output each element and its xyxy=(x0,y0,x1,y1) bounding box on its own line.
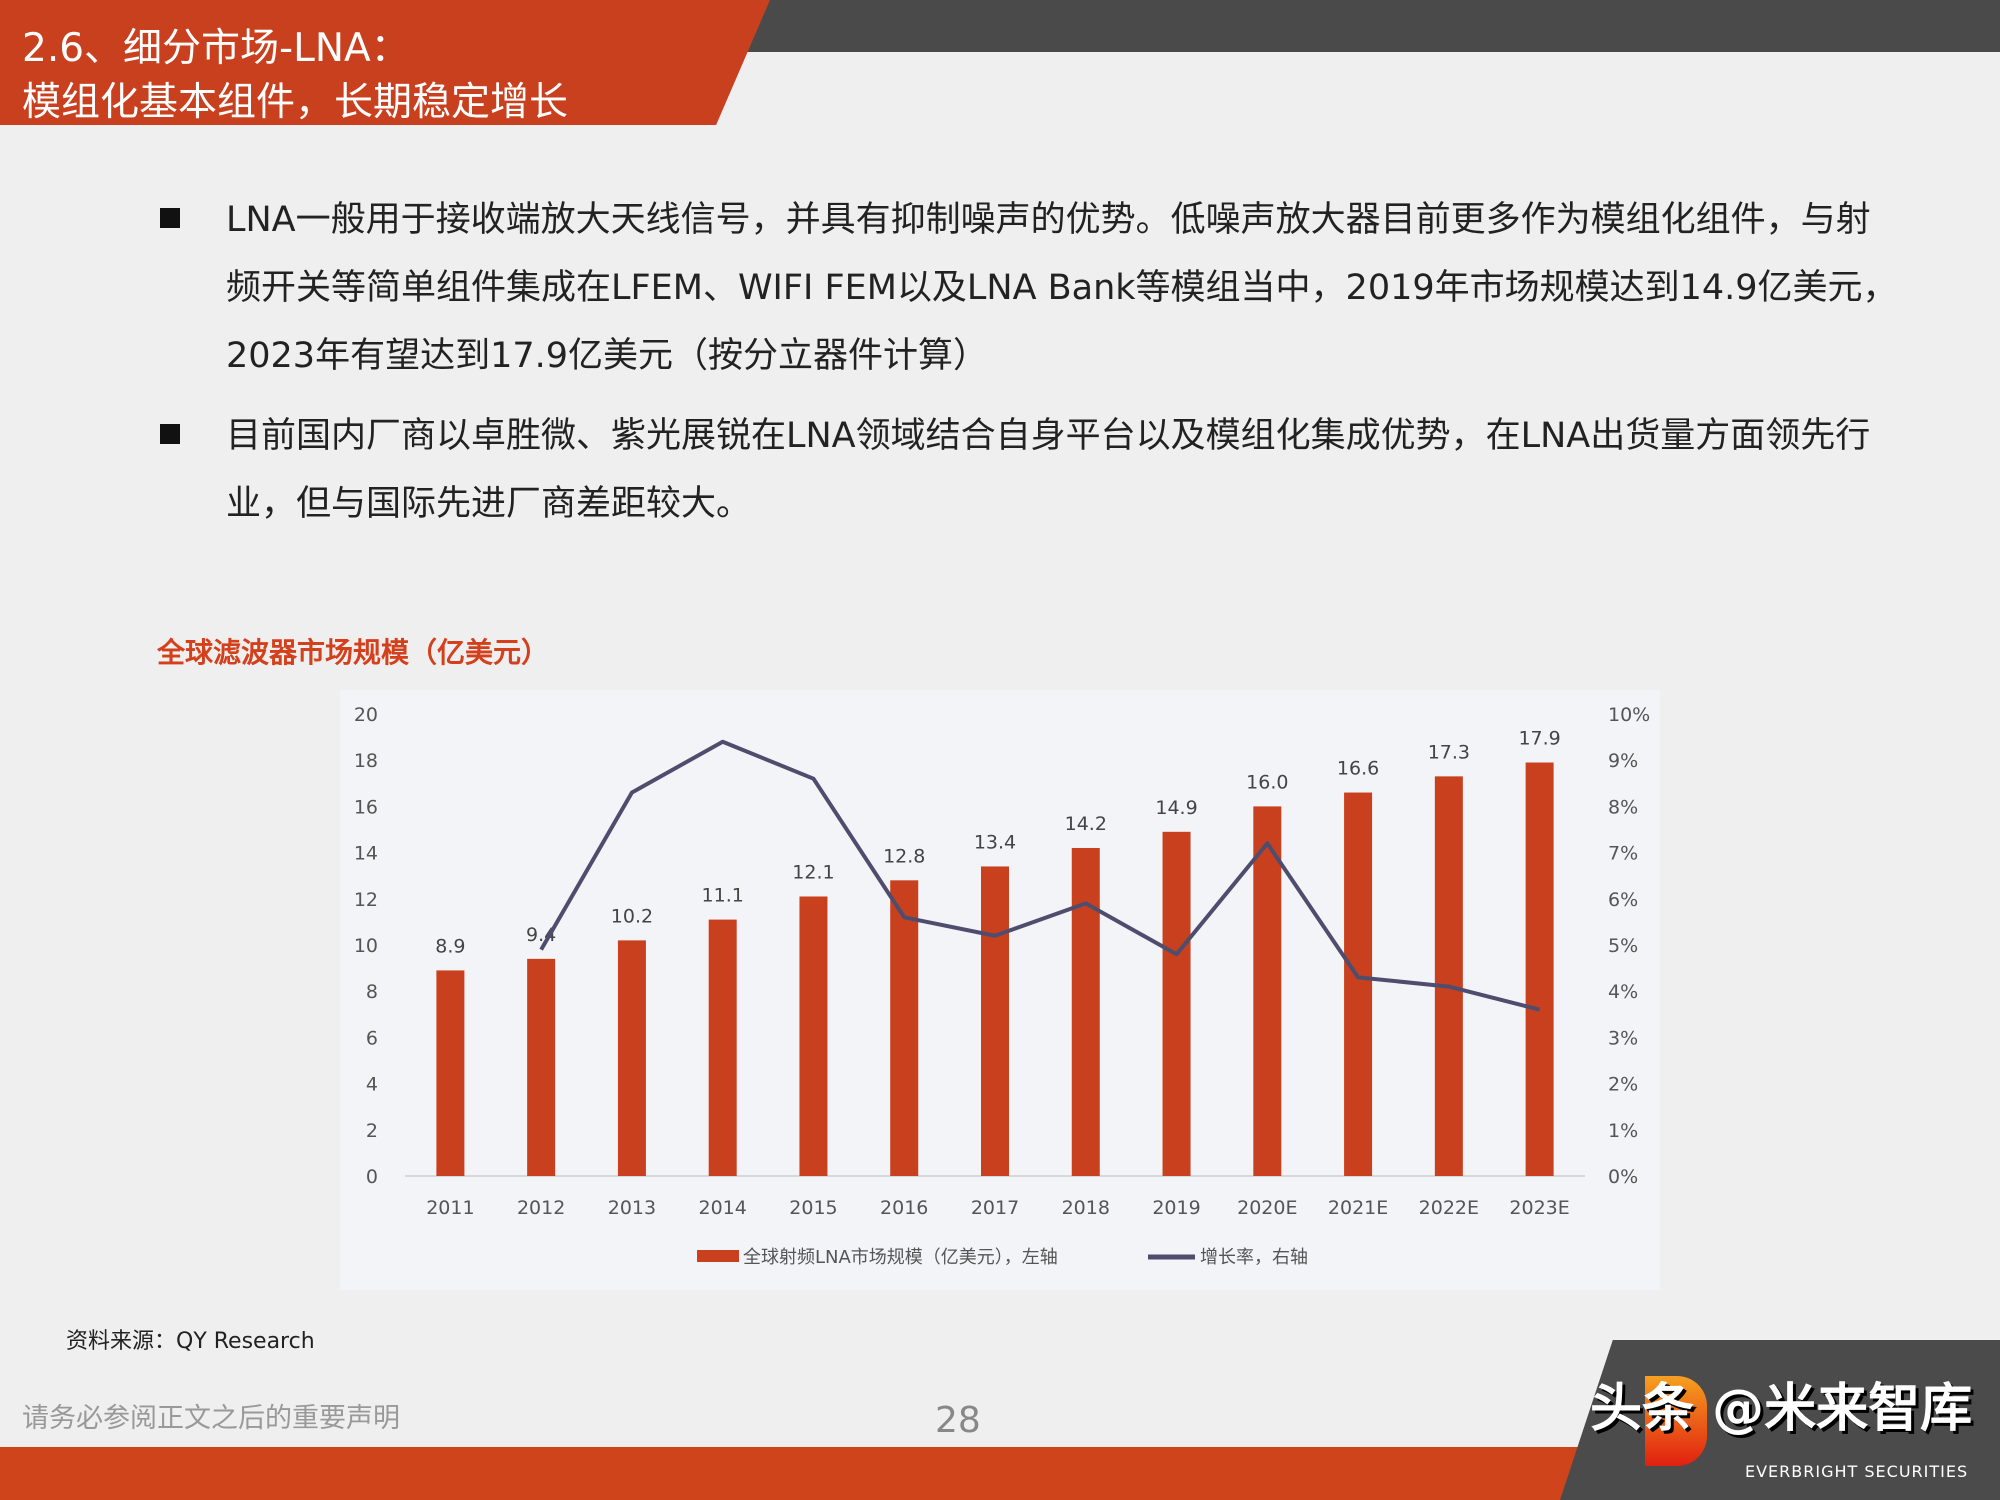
watermark: 头条 @米来智库 xyxy=(1590,1379,1973,1439)
bar xyxy=(527,958,556,1176)
x-axis-tick: 2017 xyxy=(971,1197,1019,1219)
bullet-text: 目前国内厂商以卓胜微、紫光展锐在LNA领域结合自身平台以及模组化集成优势，在LN… xyxy=(226,416,1871,524)
disclaimer: 请务必参阅正文之后的重要声明 xyxy=(22,1403,400,1434)
bar-data-label: 17.3 xyxy=(1428,741,1470,763)
title-line-1: 2.6、细分市场-LNA： xyxy=(22,26,410,71)
bar xyxy=(1434,776,1463,1176)
source-note: 资料来源：QY Research xyxy=(66,1329,315,1354)
bullet-list: LNA一般用于接收端放大天线信号，并具有抑制噪声的优势。低噪声放大器目前更多作为… xyxy=(160,186,1900,550)
square-bullet-icon xyxy=(160,424,180,444)
left-axis-tick: 12 xyxy=(354,889,378,911)
right-axis-tick: 0% xyxy=(1608,1166,1638,1188)
bar-data-label: 11.1 xyxy=(702,885,744,907)
bar xyxy=(1525,762,1554,1176)
page-number: 28 xyxy=(935,1400,981,1441)
x-axis-tick: 2014 xyxy=(699,1197,747,1219)
bar-data-label: 8.9 xyxy=(435,935,465,957)
left-axis-tick: 0 xyxy=(366,1166,378,1188)
bar-data-label: 12.8 xyxy=(883,845,925,867)
bar xyxy=(436,970,465,1176)
bar-data-label: 14.9 xyxy=(1155,797,1197,819)
bar xyxy=(981,866,1009,1176)
left-axis-tick: 20 xyxy=(354,704,378,726)
title-line-2: 模组化基本组件，长期稳定增长 xyxy=(22,80,569,125)
bullet-item: LNA一般用于接收端放大天线信号，并具有抑制噪声的优势。低噪声放大器目前更多作为… xyxy=(160,186,1900,390)
footer-logo-panel xyxy=(1560,1340,2000,1500)
everbright-logo-icon xyxy=(1645,1376,1707,1466)
bar-data-label: 17.9 xyxy=(1518,728,1560,750)
page-title: 2.6、细分市场-LNA： 模组化基本组件，长期稳定增长 xyxy=(22,22,568,130)
x-axis-tick: 2019 xyxy=(1152,1197,1200,1219)
bar-data-label: 13.4 xyxy=(974,831,1016,853)
bar xyxy=(617,940,646,1176)
left-axis-tick: 18 xyxy=(354,750,378,772)
left-axis-tick: 8 xyxy=(366,981,378,1003)
bullet-item: 目前国内厂商以卓胜微、紫光展锐在LNA领域结合自身平台以及模组化集成优势，在LN… xyxy=(160,402,1900,538)
bar-data-label: 16.6 xyxy=(1337,758,1379,780)
x-axis-tick: 2013 xyxy=(608,1197,656,1219)
x-axis-tick: 2018 xyxy=(1062,1197,1110,1219)
right-axis-tick: 2% xyxy=(1608,1074,1638,1096)
legend-bar-label: 全球射频LNA市场规模（亿美元），左轴 xyxy=(743,1247,1058,1268)
bar xyxy=(708,919,737,1176)
x-axis-tick: 2023E xyxy=(1509,1197,1569,1219)
bar xyxy=(890,880,919,1176)
x-axis-tick: 2021E xyxy=(1328,1197,1388,1219)
x-axis-tick: 2016 xyxy=(880,1197,928,1219)
x-axis-tick: 2015 xyxy=(789,1197,837,1219)
bar-data-label: 12.1 xyxy=(792,861,834,883)
right-axis-tick: 3% xyxy=(1608,1027,1638,1049)
left-axis-tick: 14 xyxy=(354,843,378,865)
left-axis-tick: 10 xyxy=(354,935,378,957)
bar xyxy=(1071,847,1100,1176)
left-axis-tick: 2 xyxy=(366,1120,378,1142)
right-axis-tick: 6% xyxy=(1608,889,1638,911)
right-axis-tick: 1% xyxy=(1608,1120,1638,1142)
left-axis-tick: 6 xyxy=(366,1027,378,1049)
bar xyxy=(799,896,828,1176)
chart-title: 全球滤波器市场规模（亿美元） xyxy=(157,636,550,669)
bar xyxy=(1344,792,1373,1176)
title-banner xyxy=(0,0,770,125)
x-axis-tick: 2020E xyxy=(1237,1197,1297,1219)
bar-data-label: 14.2 xyxy=(1065,813,1107,835)
right-axis-tick: 10% xyxy=(1608,704,1650,726)
logo-text: EVERBRIGHT SECURITIES xyxy=(1745,1462,1969,1481)
growth-rate-line xyxy=(539,739,1541,1012)
legend-line-label: 增长率，右轴 xyxy=(1200,1247,1308,1268)
bullet-text: LNA一般用于接收端放大天线信号，并具有抑制噪声的优势。低噪声放大器目前更多作为… xyxy=(226,200,1898,376)
legend-bar-swatch xyxy=(697,1250,739,1262)
x-axis-tick: 2011 xyxy=(426,1197,474,1219)
right-axis-tick: 7% xyxy=(1608,843,1638,865)
right-axis-tick: 8% xyxy=(1608,796,1638,818)
left-axis-tick: 16 xyxy=(354,796,378,818)
square-bullet-icon xyxy=(160,208,180,228)
bar xyxy=(1253,806,1282,1176)
x-axis-tick: 2022E xyxy=(1419,1197,1479,1219)
right-axis-tick: 4% xyxy=(1608,981,1638,1003)
bar xyxy=(1162,831,1191,1176)
x-axis-tick: 2012 xyxy=(517,1197,565,1219)
bar-data-label: 10.2 xyxy=(611,905,653,927)
right-axis-tick: 9% xyxy=(1608,750,1638,772)
right-axis-tick: 5% xyxy=(1608,935,1638,957)
left-axis-tick: 4 xyxy=(366,1074,378,1096)
bar-data-label: 16.0 xyxy=(1246,771,1288,793)
